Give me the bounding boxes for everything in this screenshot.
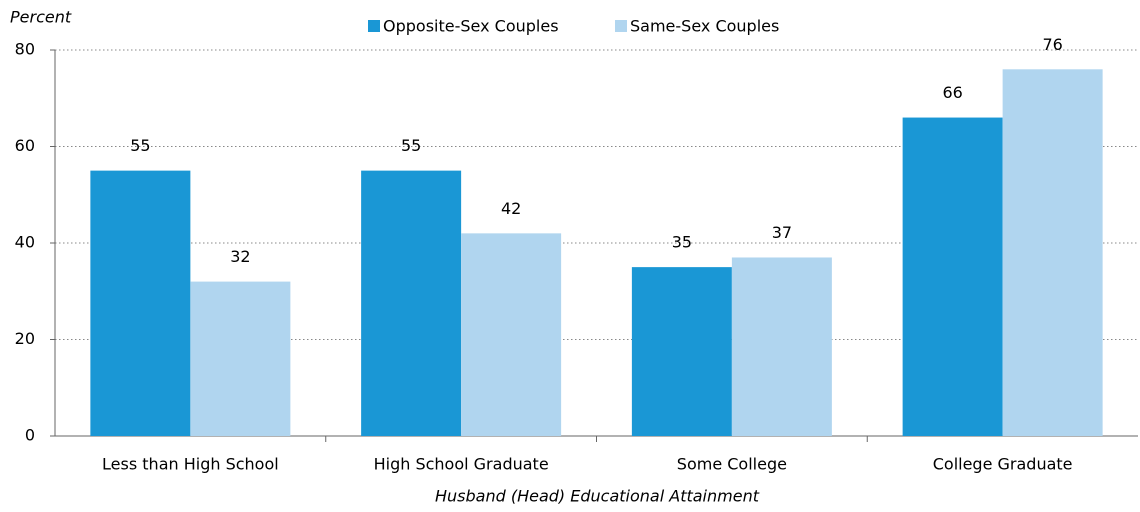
legend-swatch [368, 20, 380, 32]
y-tick-label: 40 [15, 233, 35, 252]
data-label: 37 [772, 223, 792, 242]
y-axis-title: Percent [10, 8, 72, 27]
bar [190, 281, 291, 436]
x-tick-label: College Graduate [933, 455, 1073, 474]
data-label: 42 [501, 199, 521, 218]
bar [461, 233, 562, 436]
x-axis-title: Husband (Head) Educational Attainment [435, 487, 760, 506]
bar [90, 170, 191, 436]
y-tick-label: 0 [25, 426, 35, 445]
bar [1002, 69, 1103, 437]
data-label: 55 [401, 136, 421, 155]
x-tick-label: High School Graduate [374, 455, 549, 474]
legend-label: Same-Sex Couples [630, 17, 779, 36]
y-tick-label: 80 [15, 40, 35, 59]
x-tick-label: Some College [677, 455, 787, 474]
x-tick-label: Less than High School [102, 455, 279, 474]
legend-label: Opposite-Sex Couples [383, 17, 559, 36]
y-tick-label: 20 [15, 329, 35, 348]
legend-swatch [615, 20, 627, 32]
bar [731, 257, 832, 436]
bar [361, 170, 462, 436]
data-label: 55 [130, 136, 150, 155]
bar [902, 117, 1003, 437]
data-label: 32 [230, 247, 250, 266]
data-label: 76 [1042, 35, 1062, 54]
data-label: 66 [942, 83, 962, 102]
y-tick-label: 60 [15, 136, 35, 155]
data-label: 35 [672, 233, 692, 252]
bar [631, 267, 732, 436]
